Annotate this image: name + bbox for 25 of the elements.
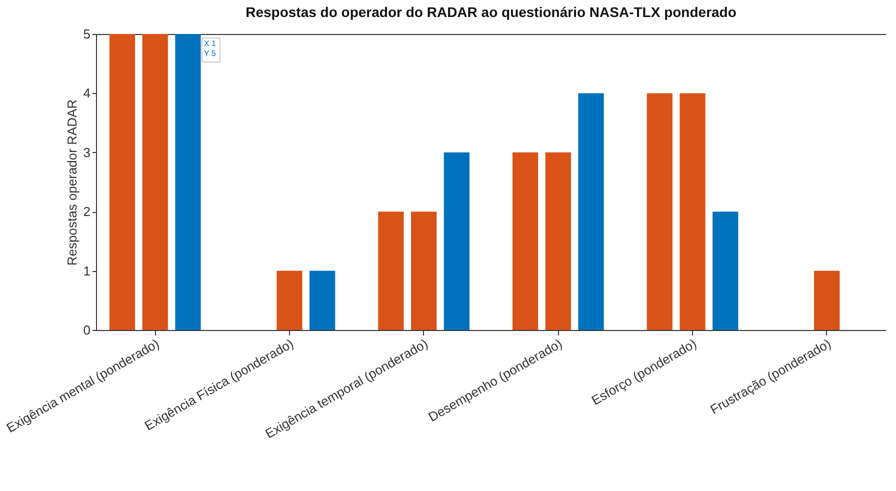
y-tick-label: 4 (83, 86, 90, 101)
bar (712, 212, 738, 330)
bar (175, 34, 201, 330)
annotation: Y 5 (204, 49, 216, 58)
bar (310, 270, 336, 330)
y-tick-label: 1 (83, 263, 90, 278)
bar (646, 93, 672, 330)
bar (109, 34, 136, 330)
bar (142, 34, 168, 330)
y-tick-label: 3 (83, 144, 90, 160)
bar (578, 93, 604, 330)
y-tick-label: 2 (83, 204, 90, 220)
bar (276, 270, 302, 330)
bar (378, 212, 404, 330)
bar (680, 93, 706, 330)
y-tick-label: 0 (83, 322, 90, 338)
y-tick-label: 5 (83, 26, 90, 42)
annotation: X 1 (204, 39, 217, 48)
bar (411, 212, 437, 330)
chart-title: Respostas do operador do RADAR ao questionário NASA-TLX ponderado (246, 4, 736, 20)
bar (512, 152, 538, 330)
bar (444, 152, 470, 330)
bar (545, 152, 571, 330)
y-axis-title: Respostas operador RADAR (64, 99, 80, 266)
bar (814, 270, 840, 330)
